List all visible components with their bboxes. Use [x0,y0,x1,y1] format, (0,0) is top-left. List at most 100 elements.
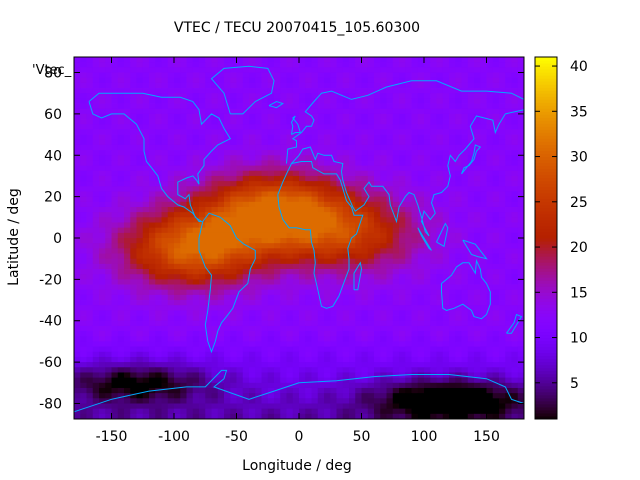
heatmap-cell [111,263,119,270]
heatmap-cell [192,134,200,141]
heatmap-cell [461,113,469,120]
heatmap-cell [380,300,387,306]
heatmap-cell [480,82,487,89]
heatmap-cell [180,144,187,151]
heatmap-cell [299,212,306,218]
heatmap-cell [417,238,425,244]
heatmap-cell [342,62,350,68]
heatmap-cell [505,300,512,306]
heatmap-cell [324,196,331,203]
heatmap-cell [436,408,444,415]
heatmap-cell [467,300,475,306]
heatmap-cell [117,238,125,244]
heatmap-cell [124,227,131,234]
heatmap-cell [155,77,162,84]
heatmap-cell [267,170,275,177]
heatmap-cell [149,196,156,203]
heatmap-cell [361,315,369,322]
heatmap-cell [124,108,131,115]
heatmap-cell [455,300,462,306]
heatmap-cell [117,196,125,203]
heatmap-cell [361,129,369,135]
heatmap-cell [511,284,519,291]
heatmap-cell [461,346,469,353]
heatmap-cell [405,93,412,99]
heatmap-cell [405,98,412,104]
heatmap-cell [130,331,137,337]
heatmap-cell [305,217,312,223]
heatmap-cell [436,377,444,384]
heatmap-cell [130,367,137,373]
heatmap-cell [480,382,487,389]
heatmap-cell [130,382,137,389]
heatmap-cell [86,227,94,234]
heatmap-cell [292,113,300,120]
heatmap-cell [167,186,175,192]
heatmap-cell [130,372,137,379]
heatmap-cell [336,393,344,399]
heatmap-cell [467,98,475,104]
heatmap-cell [80,129,87,135]
heatmap-cell [336,331,344,337]
heatmap-cell [492,367,500,373]
heatmap-cell [492,398,500,404]
heatmap-cell [324,206,331,213]
heatmap-cell [211,222,219,229]
heatmap-cell [149,93,156,99]
heatmap-cell [374,139,381,146]
heatmap-cell [392,263,400,270]
heatmap-cell [336,217,344,223]
heatmap-cell [292,181,300,187]
heatmap-cell [349,341,356,347]
heatmap-cell [417,408,425,415]
heatmap-cell [274,144,281,151]
heatmap-cell [105,398,112,404]
heatmap-cell [174,217,181,223]
heatmap-cell [405,134,412,141]
heatmap-cell [399,356,406,363]
heatmap-cell [111,186,119,192]
heatmap-cell [149,217,156,223]
heatmap-cell [230,67,237,73]
heatmap-cell [367,258,375,265]
heatmap-cell [74,57,81,63]
heatmap-cell [124,331,131,337]
heatmap-cell [205,243,212,249]
heatmap-cell [149,248,156,254]
heatmap-cell [361,356,369,363]
heatmap-cell [149,403,156,410]
heatmap-cell [367,351,375,358]
heatmap-cell [405,253,412,260]
heatmap-cell [399,175,406,182]
heatmap-cell [355,103,362,110]
heatmap-cell [111,269,119,275]
heatmap-cell [411,253,419,260]
heatmap-cell [392,331,400,337]
heatmap-cell [180,320,187,327]
heatmap-cell [255,62,262,68]
heatmap-cell [274,155,281,161]
heatmap-cell [117,367,125,373]
heatmap-cell [436,186,444,192]
heatmap-cell [374,300,381,306]
heatmap-cell [155,387,162,394]
heatmap-cell [399,274,406,280]
heatmap-cell [292,201,300,208]
heatmap-cell [192,119,200,125]
heatmap-cell [517,206,525,213]
heatmap-cell [155,341,162,347]
heatmap-cell [492,356,500,363]
heatmap-cell [174,119,181,125]
heatmap-cell [386,181,394,187]
heatmap-cell [517,253,525,260]
heatmap-cell [299,315,306,322]
heatmap-cell [92,150,100,156]
heatmap-cell [136,310,144,316]
heatmap-cell [99,186,106,192]
heatmap-cell [361,253,369,260]
heatmap-cell [467,119,475,125]
heatmap-cell [161,175,169,182]
heatmap-cell [386,356,394,363]
heatmap-cell [386,150,394,156]
heatmap-cell [217,191,225,198]
